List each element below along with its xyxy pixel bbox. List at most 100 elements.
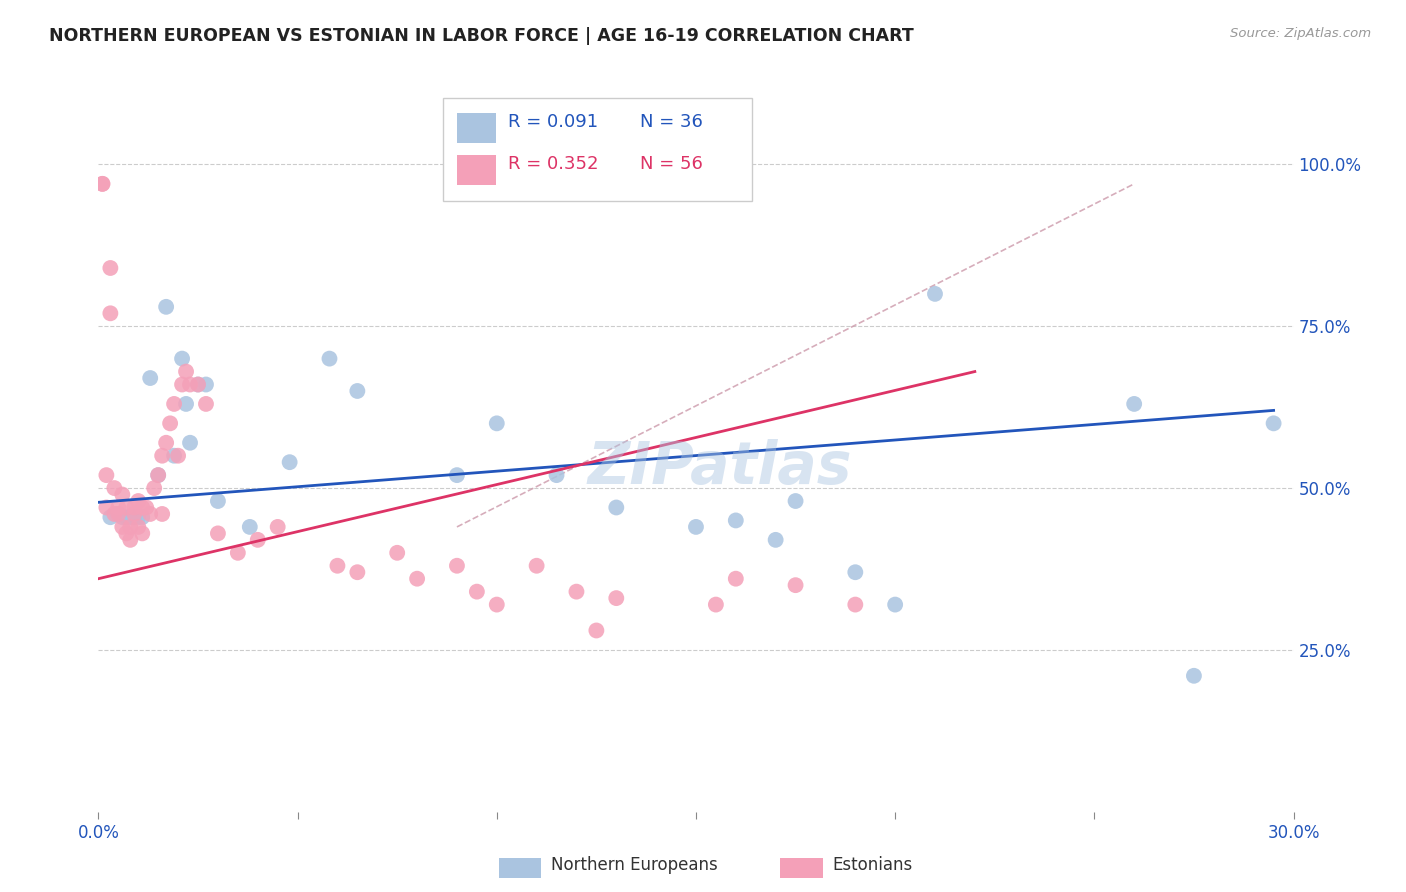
Point (107, 507, 129, 521)
Point (135, 500, 157, 515)
Point (103, 507, 125, 521)
Point (96, 500, 118, 515)
Point (924, 286, 946, 301)
Point (124, 510, 146, 524)
Point (844, 598, 866, 612)
Point (120, 510, 142, 524)
Point (585, 624, 607, 638)
Point (346, 566, 368, 580)
Point (546, 468, 568, 483)
Point (195, 377, 218, 392)
Point (150, 507, 173, 521)
Point (485, 417, 508, 431)
Point (124, 507, 146, 521)
Point (127, 510, 149, 524)
Point (406, 572, 429, 586)
Point (246, 533, 269, 547)
Text: ZIPatlas: ZIPatlas (588, 440, 852, 497)
Point (605, 591, 627, 606)
Point (139, 507, 162, 521)
Point (150, 449, 173, 463)
Point (115, 526, 138, 541)
Point (155, 435, 177, 450)
Point (167, 449, 190, 463)
Point (179, 377, 201, 392)
Point (1182, 669, 1205, 683)
Point (155, 300, 177, 314)
Point (148, 468, 170, 483)
Point (139, 371, 162, 385)
Point (111, 510, 134, 524)
Point (179, 435, 201, 450)
Point (174, 397, 197, 411)
Point (267, 520, 290, 534)
Point (1263, 417, 1285, 431)
Point (174, 365, 197, 379)
Point (724, 572, 747, 586)
Point (318, 351, 340, 366)
Text: N = 36: N = 36 (640, 113, 703, 131)
Text: NORTHERN EUROPEAN VS ESTONIAN IN LABOR FORCE | AGE 16-19 CORRELATION CHART: NORTHERN EUROPEAN VS ESTONIAN IN LABOR F… (49, 27, 914, 45)
Point (131, 526, 153, 541)
Point (115, 510, 138, 524)
Point (107, 500, 129, 515)
Point (172, 351, 194, 366)
Point (724, 513, 747, 527)
Point (765, 533, 787, 547)
Point (465, 584, 488, 599)
Point (98, 510, 122, 524)
Point (785, 494, 807, 508)
Point (485, 598, 508, 612)
Point (446, 468, 468, 483)
Point (127, 520, 149, 534)
Point (163, 397, 186, 411)
Point (844, 566, 866, 580)
Point (107, 507, 129, 521)
Point (326, 558, 349, 573)
Point (148, 468, 170, 483)
Point (207, 526, 229, 541)
Point (884, 598, 907, 612)
Text: Estonians: Estonians (832, 856, 912, 874)
Point (120, 533, 142, 547)
Point (111, 487, 134, 501)
Text: Source: ZipAtlas.com: Source: ZipAtlas.com (1230, 27, 1371, 40)
Text: Northern Europeans: Northern Europeans (551, 856, 718, 874)
Point (187, 377, 209, 392)
Point (346, 384, 368, 398)
Point (131, 500, 153, 515)
Point (159, 417, 181, 431)
Point (91, 177, 114, 191)
Point (91, 177, 114, 191)
Text: R = 0.352: R = 0.352 (508, 155, 598, 173)
Point (111, 520, 134, 534)
Point (605, 500, 627, 515)
Point (1123, 397, 1146, 411)
Point (143, 481, 166, 495)
Point (565, 584, 588, 599)
Point (704, 598, 727, 612)
Point (187, 377, 209, 392)
Point (446, 558, 468, 573)
Point (127, 494, 149, 508)
Point (685, 520, 707, 534)
Point (131, 510, 153, 524)
Point (226, 546, 249, 560)
Point (195, 397, 218, 411)
Text: N = 56: N = 56 (640, 155, 703, 173)
Point (785, 578, 807, 592)
Point (98, 260, 122, 275)
Point (124, 500, 146, 515)
Text: R = 0.091: R = 0.091 (508, 113, 598, 131)
Point (172, 377, 194, 392)
Point (115, 500, 138, 515)
Point (385, 546, 409, 560)
Point (207, 494, 229, 508)
Point (103, 481, 125, 495)
Point (278, 455, 301, 469)
Point (96, 468, 118, 483)
Point (120, 520, 142, 534)
Point (239, 520, 262, 534)
Point (163, 449, 186, 463)
Point (98, 306, 122, 320)
